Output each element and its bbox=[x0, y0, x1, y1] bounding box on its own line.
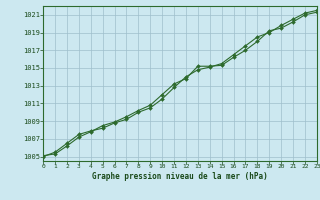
X-axis label: Graphe pression niveau de la mer (hPa): Graphe pression niveau de la mer (hPa) bbox=[92, 172, 268, 181]
